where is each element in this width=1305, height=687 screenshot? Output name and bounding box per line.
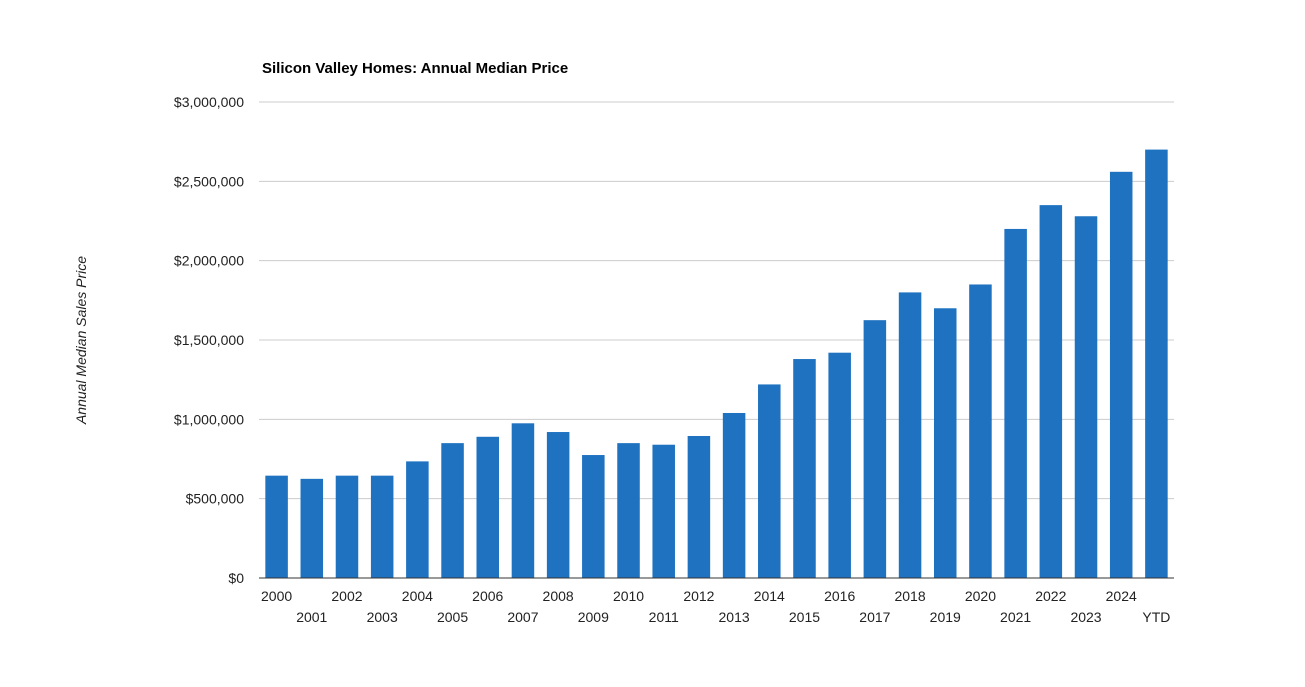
bar-2021 [1004, 228, 1027, 578]
y-tick-label: $3,000,000 [174, 94, 244, 110]
x-tick-label: 2001 [296, 609, 327, 625]
x-tick-label: 2007 [507, 609, 538, 625]
bar-ytd [1145, 149, 1168, 578]
bar-2009 [582, 455, 605, 578]
bar-2012 [687, 435, 711, 578]
bars [265, 149, 1168, 579]
bar-2003 [370, 475, 394, 578]
bar-2006 [476, 436, 500, 578]
bar-2001 [300, 478, 324, 578]
y-tick-label: $2,000,000 [174, 253, 244, 269]
bar-2019 [933, 308, 957, 578]
x-tick-label: 2004 [402, 588, 433, 604]
bar-2022 [1039, 205, 1063, 578]
bar-2004 [406, 461, 429, 578]
x-tick-label: 2020 [965, 588, 996, 604]
bar-2002 [335, 475, 359, 578]
bar-2018 [898, 292, 922, 578]
x-tick-label: 2024 [1106, 588, 1137, 604]
y-tick-label: $2,500,000 [174, 173, 244, 189]
x-tick-label: 2000 [261, 588, 292, 604]
y-tick-label: $1,500,000 [174, 332, 244, 348]
x-tick-label: 2016 [824, 588, 855, 604]
bar-2013 [722, 412, 746, 578]
bar-2008 [546, 432, 570, 578]
x-tick-label: 2008 [543, 588, 574, 604]
x-tick-label: 2006 [472, 588, 503, 604]
bar-2007 [511, 423, 535, 578]
x-tick-label: 2021 [1000, 609, 1031, 625]
bar-2005 [441, 443, 464, 578]
bar-2020 [969, 284, 992, 578]
bar-2023 [1074, 216, 1098, 579]
gridlines [259, 101, 1174, 500]
x-tick-label: 2005 [437, 609, 468, 625]
x-tick-label: 2015 [789, 609, 820, 625]
bar-2024 [1109, 171, 1133, 578]
x-tick-label: 2002 [331, 588, 362, 604]
y-tick-label: $1,000,000 [174, 411, 244, 427]
x-tick-label: 2011 [649, 609, 679, 625]
x-tick-label: 2019 [930, 609, 961, 625]
x-tick-label: 2017 [859, 609, 890, 625]
y-axis-ticks: $0 $500,000 $1,000,000 $1,500,000 $2,000,000… [174, 94, 244, 586]
y-axis-label: Annual Median Sales Price [73, 256, 89, 425]
x-tick-label: 2014 [754, 588, 785, 604]
x-tick-label: YTD [1142, 609, 1170, 625]
x-tick-label: 2012 [683, 588, 714, 604]
bar-2017 [863, 320, 887, 578]
bar-2015 [793, 359, 816, 578]
bar-2000 [265, 475, 288, 578]
bar-2016 [828, 352, 851, 578]
bar-2010 [617, 443, 640, 578]
x-tick-label: 2010 [613, 588, 644, 604]
chart-title: Silicon Valley Homes: Annual Median Pric… [262, 60, 568, 77]
y-tick-label: $500,000 [186, 491, 245, 507]
x-tick-label: 2018 [894, 588, 925, 604]
x-tick-label: 2003 [367, 609, 398, 625]
bar-2011 [652, 444, 675, 578]
x-tick-label: 2023 [1070, 609, 1101, 625]
x-tick-label: 2022 [1035, 588, 1066, 604]
bar-2014 [758, 384, 781, 578]
y-tick-label: $0 [228, 570, 244, 586]
x-tick-label: 2009 [578, 609, 609, 625]
x-tick-label: 2013 [719, 609, 750, 625]
